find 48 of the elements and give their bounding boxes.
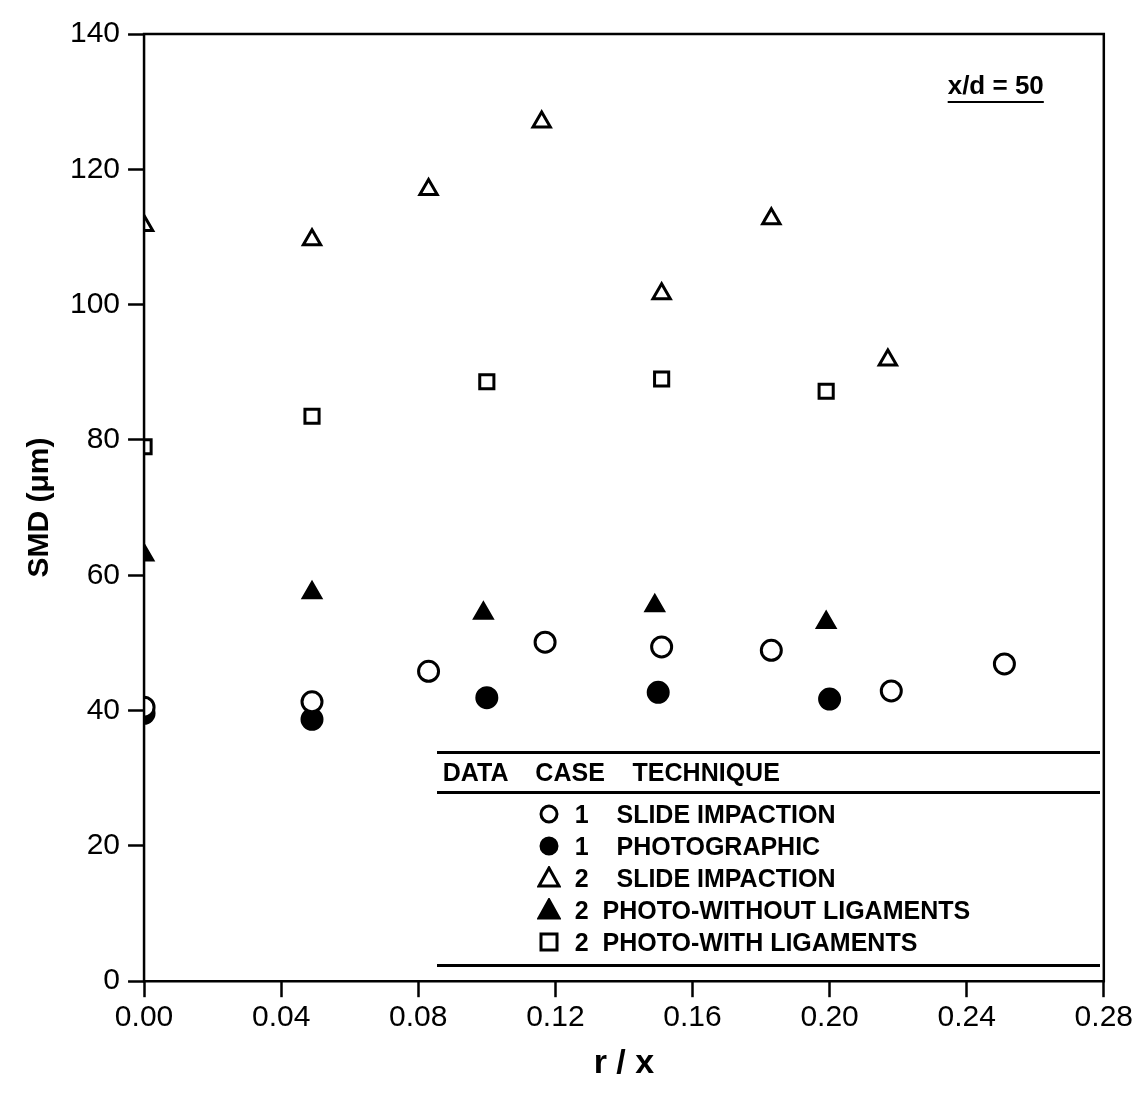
point [877, 348, 899, 367]
x-tick-label: 0.00 [114, 999, 174, 1033]
point [759, 638, 783, 662]
x-tick-label: 0.24 [937, 999, 996, 1033]
point [418, 178, 439, 197]
point [992, 652, 1016, 676]
y-tick-label: 100 [69, 285, 121, 319]
x-tick-label: 0.08 [389, 999, 448, 1033]
y-tick-label: 120 [69, 150, 121, 184]
point [644, 594, 665, 613]
annotation: x/d = 50 [947, 70, 1044, 100]
legend-label: 1 PHOTOGRAPHIC [574, 831, 821, 861]
point [818, 687, 842, 711]
point [303, 407, 321, 425]
point [650, 635, 674, 659]
point [475, 686, 499, 710]
x-tick-label: 0.20 [800, 999, 859, 1033]
x-tick-label: 0.16 [663, 999, 722, 1033]
legend-title: DATA CASE TECHNIQUE [441, 757, 781, 789]
point [879, 679, 903, 703]
y-tick-label: 20 [86, 827, 121, 861]
point [816, 611, 837, 630]
x-tick-label: 0.28 [1074, 999, 1133, 1033]
point [761, 207, 782, 226]
point [651, 282, 672, 301]
y-tick-label: 140 [69, 15, 121, 49]
y-tick-label: 60 [86, 556, 121, 590]
point [300, 690, 324, 714]
legend-label: 2 PHOTO-WITHOUT LIGAMENTS [574, 895, 971, 925]
point [653, 370, 671, 388]
point [301, 581, 323, 600]
y-tick-label: 40 [86, 691, 121, 725]
point [417, 659, 441, 683]
y-tick-label: 0 [103, 962, 121, 996]
legend-label: 1 SLIDE IMPACTION [574, 799, 836, 829]
point [531, 110, 552, 129]
point [478, 373, 496, 391]
point [301, 228, 323, 247]
point [817, 382, 835, 400]
y-axis-title: SMD (μm) [21, 437, 55, 578]
point [646, 680, 670, 704]
x-tick-label: 0.12 [526, 999, 585, 1033]
legend-label: 2 SLIDE IMPACTION [574, 863, 836, 893]
legend-label: 2 PHOTO-WITH LIGAMENTS [574, 927, 918, 957]
x-tick-label: 0.04 [251, 999, 311, 1033]
point [533, 630, 557, 654]
x-axis-title: r / x [593, 1041, 655, 1080]
y-tick-label: 80 [86, 421, 121, 455]
